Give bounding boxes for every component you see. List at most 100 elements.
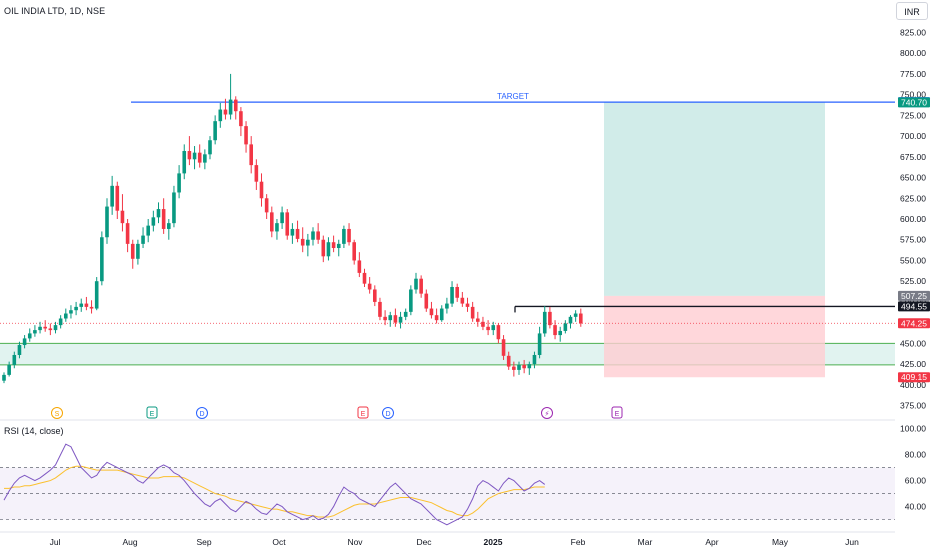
candle [259, 173, 264, 207]
candle-body [445, 303, 449, 309]
candle [357, 252, 362, 278]
time-axis-tick: 2025 [484, 537, 503, 547]
candle [213, 115, 217, 145]
time-axis-tick: Feb [571, 537, 586, 547]
price-pane[interactable]: TARGET S E D E D ⚡ E [0, 73, 895, 419]
candle-body [239, 111, 243, 127]
candle [182, 144, 187, 180]
candle [378, 297, 382, 321]
candle [187, 136, 192, 166]
candle-body [450, 286, 454, 304]
price-label: 409.15 [898, 372, 930, 383]
candle [22, 335, 27, 349]
candle [64, 308, 68, 322]
candle [136, 239, 140, 265]
candle-body [419, 278, 423, 294]
candle [501, 335, 506, 360]
candle [367, 277, 372, 294]
time-axis-tick: Jun [845, 537, 859, 547]
candle-body [187, 151, 192, 160]
candle [306, 233, 310, 257]
candle [537, 326, 542, 359]
candle-body [136, 243, 140, 259]
candle [383, 310, 387, 326]
target-label: TARGET [497, 92, 529, 101]
event-marker-shape [196, 407, 208, 419]
price-axis-tick: 700.00 [900, 131, 926, 141]
rsi-axis-tick: 100.00 [900, 424, 926, 434]
candle-body [259, 181, 264, 199]
candle-body [192, 152, 197, 160]
candle [161, 198, 166, 234]
event-marker-label: ⚡ [545, 410, 550, 418]
candle [512, 361, 516, 377]
candle [2, 372, 6, 384]
candle-body [403, 311, 408, 317]
candle-body [537, 333, 542, 355]
candle [270, 206, 274, 238]
candle [342, 225, 346, 249]
time-axis-tick: May [772, 537, 789, 547]
candle-body [2, 374, 6, 381]
candle-body [398, 316, 403, 323]
candle-body [527, 364, 532, 369]
candle [542, 306, 547, 337]
event-marker-label: E [150, 411, 155, 418]
price-axis-tick: 425.00 [900, 359, 926, 369]
candle [409, 285, 413, 316]
candle-body [280, 212, 284, 224]
candle-body [58, 318, 63, 326]
price-label-text: 409.15 [901, 372, 927, 382]
event-marker-label: E [361, 411, 366, 418]
candle-body [156, 209, 161, 218]
candle [321, 235, 326, 263]
candle [285, 209, 290, 240]
candle-body [84, 303, 89, 307]
candle-body [342, 228, 346, 244]
candle-body [167, 223, 171, 229]
candle-body [100, 237, 104, 282]
candle [239, 107, 243, 137]
event-marker-label: D [199, 411, 204, 418]
candle-body [177, 173, 181, 193]
candle [579, 308, 583, 327]
rsi-pane[interactable] [0, 443, 895, 526]
event-marker: S [51, 407, 63, 419]
price-label: 474.25 [898, 318, 930, 329]
candle [74, 301, 78, 316]
candle [151, 210, 156, 232]
time-axis-tick: Oct [272, 537, 286, 547]
candle-body [316, 231, 320, 240]
price-label-bg [898, 301, 930, 312]
candle [89, 300, 94, 314]
candle-body [197, 152, 202, 163]
candle [192, 146, 197, 170]
candle [573, 310, 578, 322]
candle [336, 239, 341, 257]
price-label-text: 740.70 [901, 97, 927, 107]
candle-body [378, 301, 382, 317]
candle [506, 351, 511, 370]
price-label-bg [898, 290, 930, 301]
event-marker-label: D [385, 411, 390, 418]
candle [465, 297, 470, 312]
candle-body [105, 206, 109, 238]
candle-body [89, 306, 94, 309]
price-label: 507.25 [898, 290, 930, 301]
candle [110, 175, 114, 215]
candle-body [254, 165, 259, 182]
candle-body [270, 212, 274, 232]
event-marker: D [382, 407, 394, 419]
currency-button[interactable]: INR [896, 2, 928, 20]
candle [58, 315, 63, 329]
price-axis-tick: 650.00 [900, 173, 926, 183]
candle [373, 285, 377, 307]
candle-body [290, 228, 295, 236]
price-axis-tick: 400.00 [900, 380, 926, 390]
event-marker-shape [357, 406, 369, 419]
candle-body [182, 151, 187, 174]
candle-body [172, 192, 176, 224]
candle-body [506, 355, 511, 367]
price-label-text: 474.25 [901, 318, 927, 328]
